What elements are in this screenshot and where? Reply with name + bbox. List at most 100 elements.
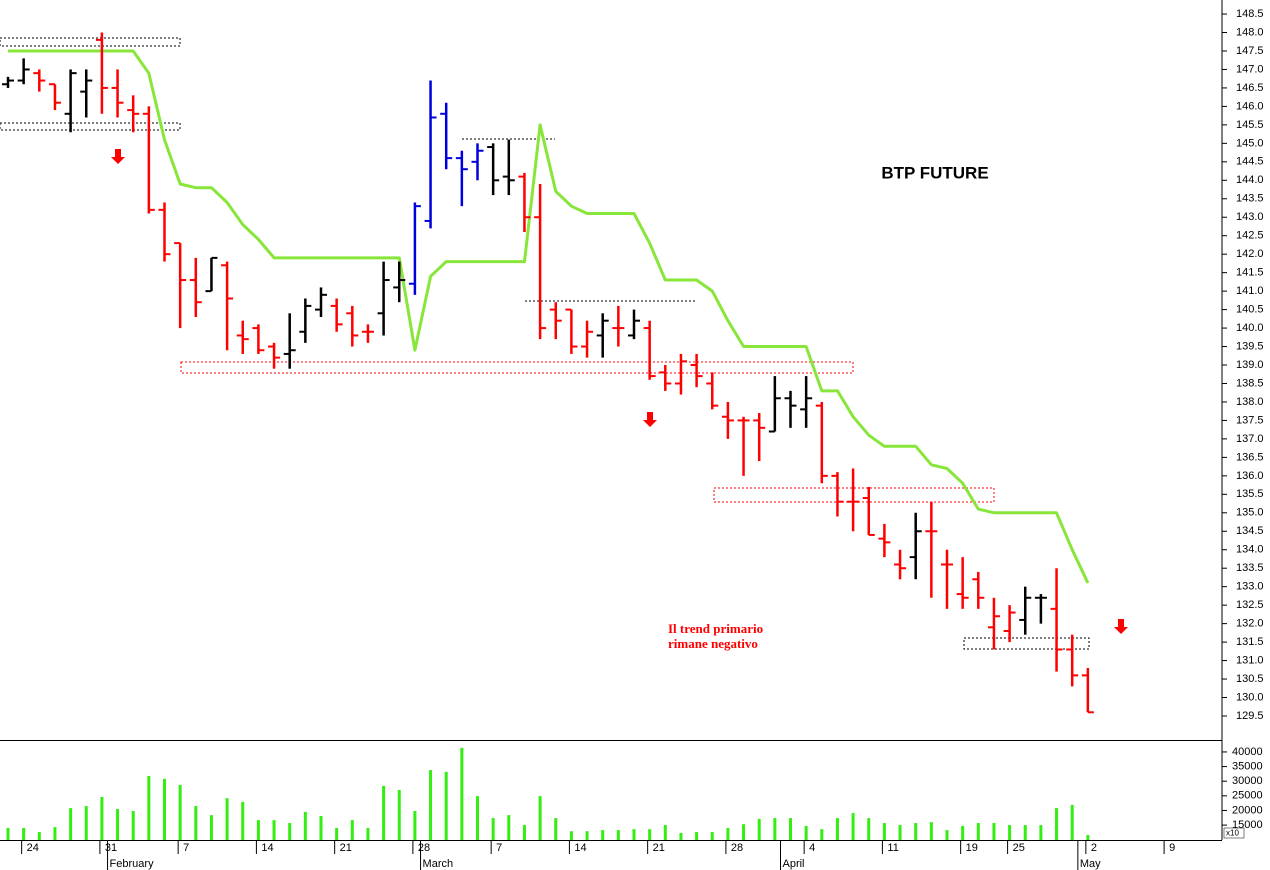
y-tick-label: 130.0 <box>1236 691 1264 703</box>
volume-bar <box>288 823 292 840</box>
month-label: March <box>423 858 454 870</box>
y-tick-label: 129.5 <box>1236 710 1264 722</box>
volume-bar <box>53 827 57 840</box>
volume-bar <box>914 823 918 840</box>
volume-bar <box>992 823 996 840</box>
y-tick-label: 141.5 <box>1236 267 1264 279</box>
y-tick-label: 135.0 <box>1236 507 1264 519</box>
month-label: May <box>1080 858 1101 870</box>
x-tick-label: 11 <box>887 842 898 854</box>
y-tick-label: 147.5 <box>1236 45 1264 57</box>
y-tick-label: 138.0 <box>1236 396 1264 408</box>
volume-bar <box>1086 835 1090 840</box>
volume-bar <box>37 832 41 840</box>
volume-bar <box>116 808 120 840</box>
volume-bar <box>491 818 495 840</box>
volume-bar <box>820 829 824 840</box>
volume-bar <box>929 822 933 840</box>
volume-bar <box>538 796 542 840</box>
volume-bar <box>945 830 949 840</box>
y-tick-label: 144.0 <box>1236 174 1264 186</box>
volume-bar <box>569 831 573 840</box>
x-tick-label: 7 <box>183 842 189 854</box>
y-tick-label: 144.5 <box>1236 156 1264 168</box>
volume-bar <box>476 796 479 840</box>
y-tick-label: 148.0 <box>1236 26 1264 38</box>
y-tick-label: 142.5 <box>1236 230 1264 242</box>
x-tick-label: 24 <box>27 842 39 854</box>
y-tick-label: 140.0 <box>1236 322 1264 334</box>
annotation: Il trend primario <box>668 621 763 636</box>
down-arrow <box>643 412 657 427</box>
y-tick-label: 35000 <box>1232 760 1263 772</box>
y-tick-label: 137.0 <box>1236 433 1264 445</box>
volume-bar <box>585 831 589 840</box>
volume-bar <box>601 830 605 840</box>
volume-bar <box>789 818 792 840</box>
volume-bar <box>241 801 245 840</box>
month-label: February <box>110 858 155 870</box>
volume-bar <box>804 825 808 840</box>
y-tick-label: 141.0 <box>1236 285 1264 297</box>
x-tick-label: 21 <box>653 842 665 854</box>
y-tick-label: 138.5 <box>1236 377 1264 389</box>
volume-bar <box>194 806 198 840</box>
volume-bar <box>178 785 182 840</box>
arrows <box>111 149 1128 634</box>
y-tick-label: 146.0 <box>1236 100 1264 112</box>
volume-bar <box>413 811 417 840</box>
volume-bar <box>742 824 746 840</box>
y-tick-label: 145.0 <box>1236 137 1264 149</box>
volume-bar <box>303 811 307 840</box>
volume-bar <box>1055 808 1059 840</box>
chart-title: BTP FUTURE <box>881 163 988 182</box>
volume-bar <box>460 747 464 840</box>
down-arrow <box>111 149 125 164</box>
y-tick-label: 148.5 <box>1236 8 1264 20</box>
volume-bar <box>851 813 855 840</box>
x-tick-label: 9 <box>1169 842 1175 854</box>
range-box <box>0 37 181 47</box>
y-tick-label: 131.0 <box>1236 654 1264 666</box>
volume-bar <box>882 823 886 840</box>
volume-bar <box>397 789 401 840</box>
y-tick-label: 134.5 <box>1236 525 1264 537</box>
volume-bar <box>835 818 839 840</box>
x-tick-label: 4 <box>809 842 815 854</box>
y-tick-label: 145.5 <box>1236 119 1264 131</box>
x-tick-label: 14 <box>261 842 273 854</box>
volume-bar <box>522 825 526 840</box>
volume-bar <box>695 832 699 840</box>
volume-bar <box>616 830 620 840</box>
volume-bar <box>131 811 135 840</box>
volume-bar <box>444 771 448 840</box>
y-tick-label: 140.5 <box>1236 304 1264 316</box>
y-tick-label: 30000 <box>1232 775 1263 787</box>
y-tick-label: 134.0 <box>1236 544 1264 556</box>
volume-bar <box>382 785 386 840</box>
volume-bar <box>84 806 88 840</box>
volume-bar <box>1023 825 1027 840</box>
y-tick-label: 147.0 <box>1236 63 1264 75</box>
y-tick-label: 132.5 <box>1236 599 1264 611</box>
volume-bar <box>272 820 276 840</box>
y-tick-label: 139.0 <box>1236 359 1264 371</box>
volume-bar <box>1070 804 1074 840</box>
volume-bar <box>69 808 73 840</box>
x-tick-label: 31 <box>105 842 117 854</box>
volume-bar <box>867 818 871 840</box>
y-tick-label: 136.5 <box>1236 451 1264 463</box>
x-tick-label: 19 <box>966 842 978 854</box>
range-box <box>0 122 181 131</box>
y-tick-label: 131.5 <box>1236 636 1264 648</box>
volume-bar <box>22 828 26 840</box>
y-tick-label: 139.5 <box>1236 340 1264 352</box>
volume-bar <box>335 828 339 840</box>
x-tick-label: 21 <box>340 842 352 854</box>
volume-bar <box>757 818 761 840</box>
volume-bar <box>366 828 370 840</box>
y-tick-label: 130.5 <box>1236 673 1264 685</box>
month-label: April <box>783 858 805 870</box>
volume-bar <box>319 816 323 840</box>
